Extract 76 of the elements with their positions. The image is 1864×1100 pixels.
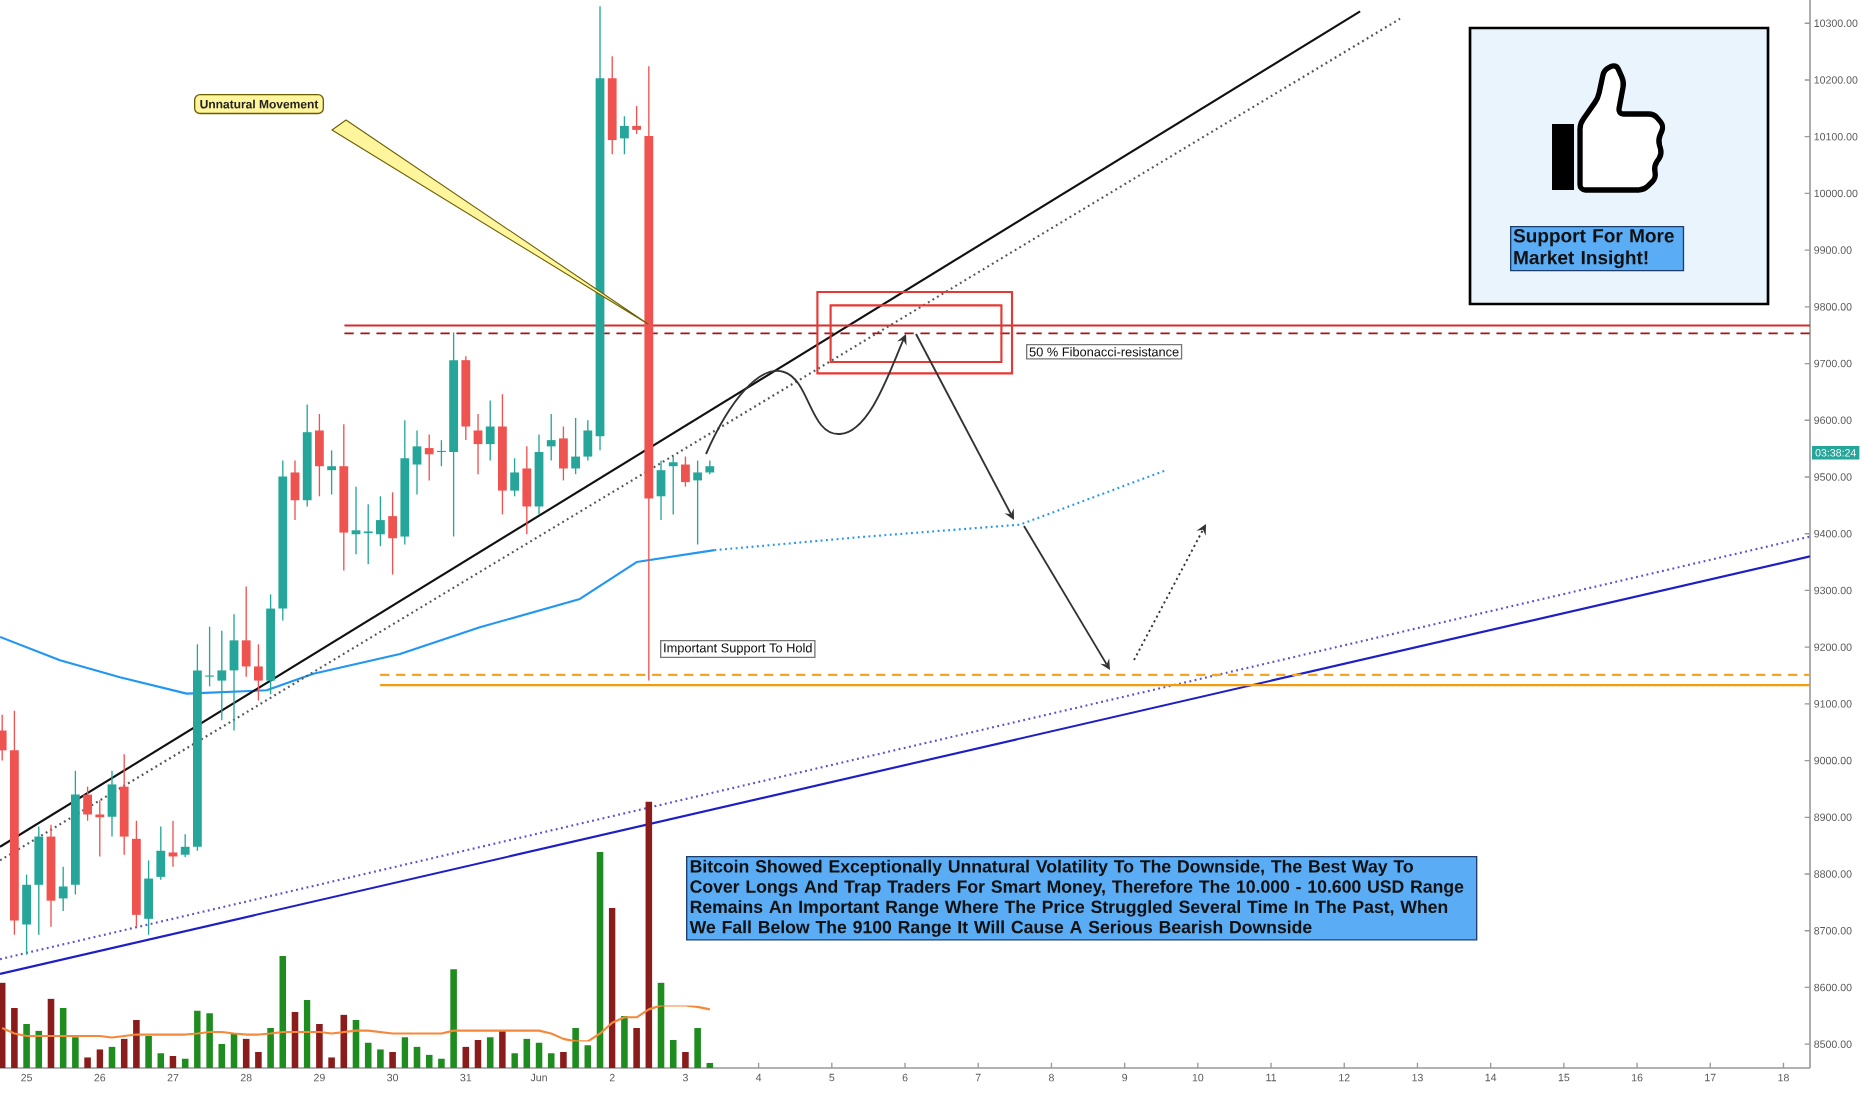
bar xyxy=(694,1028,701,1068)
candlestick xyxy=(485,399,495,462)
candlestick xyxy=(315,413,324,497)
bar xyxy=(572,1028,579,1068)
candlestick xyxy=(656,459,666,521)
annotation: Bitcoin Showed Exceptionally Unnatural Volatility To The Downside, The Best Way To Cover Longs And Trap Traders For Smart Money, Therefore The 10.000 - 10.600 USD Range Remains An Important Range Where The Price Struggled Several Time In The Past, When We Fall Below The 9100 Range It Will Cause A Serious Bearish Downside xyxy=(689,859,1464,937)
candlestick xyxy=(95,799,105,858)
candlestick xyxy=(144,859,153,936)
candlestick xyxy=(620,115,629,155)
bar xyxy=(169,1056,177,1068)
candlestick xyxy=(546,413,556,462)
candlestick xyxy=(229,613,239,732)
candlestick xyxy=(0,713,7,762)
bar xyxy=(474,1040,482,1068)
candlestick xyxy=(156,825,166,881)
bar xyxy=(377,1049,384,1068)
bar xyxy=(389,1052,396,1068)
candlestick xyxy=(668,455,678,516)
bar xyxy=(157,1053,165,1068)
candlestick xyxy=(559,425,568,482)
candlestick xyxy=(693,459,703,546)
candlestick xyxy=(632,105,642,135)
bar xyxy=(0,982,6,1068)
candlestick xyxy=(58,865,68,912)
bar xyxy=(450,969,457,1068)
bar xyxy=(145,1036,152,1068)
candlestick xyxy=(254,643,263,702)
bar xyxy=(133,1020,140,1068)
bar xyxy=(669,1040,677,1068)
candlestick xyxy=(510,457,520,497)
bar xyxy=(584,1045,592,1068)
candlestick xyxy=(168,820,178,868)
bar xyxy=(523,1038,531,1068)
bar xyxy=(401,1037,409,1068)
bar xyxy=(633,1028,640,1068)
candlestick xyxy=(473,413,483,475)
bar xyxy=(316,1024,323,1068)
candlestick xyxy=(83,786,92,822)
bar xyxy=(11,1008,18,1068)
bar xyxy=(682,1052,689,1068)
bar xyxy=(621,1016,628,1068)
bar xyxy=(596,852,604,1068)
candlestick xyxy=(424,433,434,482)
candlestick xyxy=(388,491,397,576)
candlestick xyxy=(681,455,690,488)
bar xyxy=(255,1052,262,1068)
candlestick xyxy=(107,770,117,838)
candlestick xyxy=(583,419,593,462)
bar xyxy=(218,1044,226,1068)
bar xyxy=(72,1037,79,1068)
bar xyxy=(120,1038,128,1068)
bar xyxy=(328,1057,335,1068)
candlestick xyxy=(290,459,300,521)
candlestick xyxy=(571,417,581,475)
annotation: Support For More Market Insight! xyxy=(1513,229,1674,269)
candlestick xyxy=(22,873,31,956)
bar xyxy=(511,1053,518,1068)
candlestick xyxy=(180,833,190,858)
candlestick xyxy=(522,445,532,535)
bar xyxy=(438,1058,445,1068)
candlestick xyxy=(351,485,361,555)
candlestick xyxy=(412,429,422,496)
bar xyxy=(547,1053,555,1068)
bar xyxy=(645,801,653,1068)
bar xyxy=(425,1054,433,1068)
bar xyxy=(84,1057,91,1068)
candlestick xyxy=(327,449,336,496)
bar xyxy=(560,1052,567,1068)
bar xyxy=(364,1042,372,1068)
bar xyxy=(267,1028,274,1068)
bar xyxy=(535,1042,543,1068)
candlestick xyxy=(241,585,251,678)
bar xyxy=(242,1038,250,1068)
bar xyxy=(486,1037,494,1068)
bar xyxy=(35,1030,43,1068)
bar xyxy=(23,1024,30,1068)
